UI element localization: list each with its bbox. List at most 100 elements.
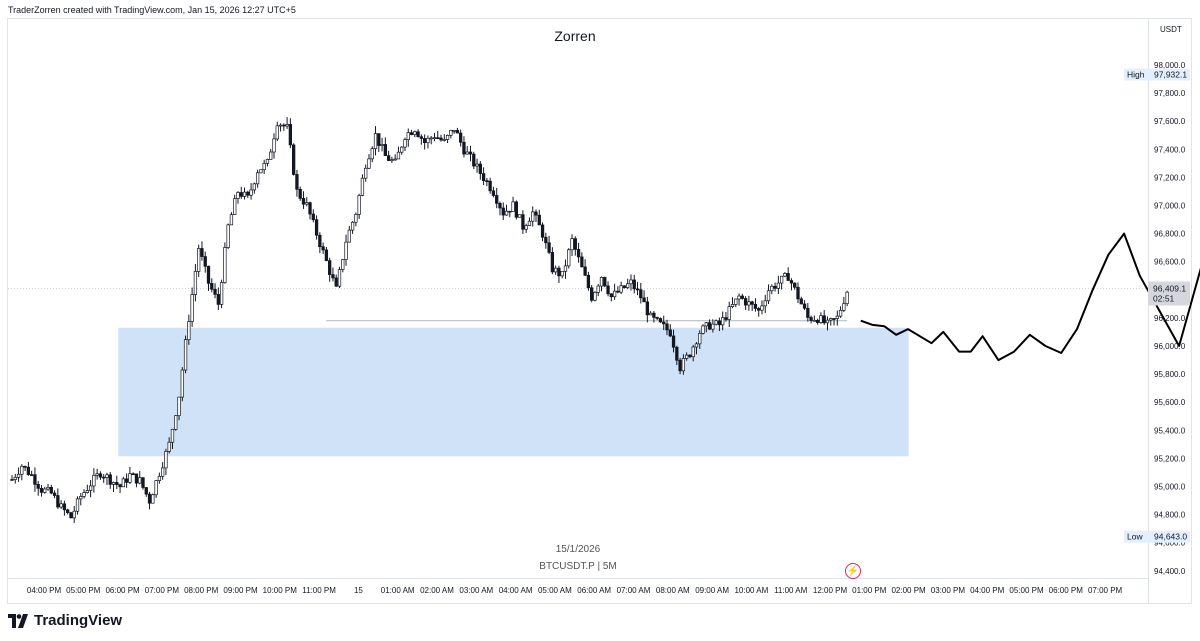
candle-body: [328, 260, 332, 275]
candle-body: [671, 335, 676, 348]
y-tick-label: 95,800.0: [1154, 370, 1186, 379]
candle-body: [521, 214, 525, 230]
candle-body: [210, 283, 214, 290]
y-tick-label: 98,000.0: [1154, 61, 1186, 70]
x-tick-label: 07:00 PM: [145, 586, 180, 595]
candle-body: [475, 163, 479, 167]
candle-body: [262, 162, 266, 171]
candle-body: [98, 473, 103, 478]
candle-body: [730, 304, 735, 307]
x-tick-label: 09:00 PM: [223, 586, 258, 595]
candle-body: [69, 512, 73, 519]
candle-body: [750, 301, 754, 305]
candle-body: [403, 139, 407, 148]
candle-body: [301, 197, 306, 205]
candle-body: [187, 321, 191, 341]
price-tag-countdown: 02:51: [1153, 294, 1175, 304]
candle-body: [236, 192, 240, 199]
candle-body: [111, 482, 116, 485]
candle-body: [576, 249, 581, 258]
candle-body: [609, 293, 613, 298]
candle-body: [442, 139, 446, 141]
candle-body: [717, 320, 722, 326]
candle-body: [233, 198, 237, 215]
candle-body: [639, 289, 643, 299]
candle-body: [75, 498, 80, 512]
candle-body: [468, 151, 473, 155]
candles-group: [10, 117, 849, 523]
candle-body: [354, 214, 358, 223]
candle-body: [124, 478, 129, 483]
candle-body: [255, 172, 260, 185]
x-tick-label: 06:00 AM: [577, 586, 611, 595]
candle-body: [223, 247, 227, 283]
candle-body: [285, 124, 289, 127]
candle-body: [249, 189, 253, 196]
candle-body: [652, 312, 656, 318]
candle-body: [832, 318, 836, 320]
lightning-icon[interactable]: ⚡: [845, 563, 861, 579]
candle-body: [16, 473, 21, 478]
x-tick-label: 05:00 PM: [66, 586, 101, 595]
candle-body: [121, 478, 126, 488]
y-tick-label: 95,200.0: [1154, 454, 1186, 463]
candle-body: [776, 282, 780, 289]
candle-body: [305, 202, 309, 205]
y-tick-label: 97,800.0: [1154, 89, 1186, 98]
candle-body: [825, 319, 830, 324]
candle-body: [740, 295, 744, 299]
x-tick-label: 01:00 AM: [381, 586, 415, 595]
candle-body: [842, 303, 846, 311]
candle-body: [308, 202, 312, 215]
candle-body: [282, 124, 286, 127]
candle-body: [753, 303, 758, 309]
candle-body: [619, 285, 623, 293]
candle-body: [164, 451, 168, 469]
candle-body: [229, 214, 234, 226]
candle-body: [684, 354, 689, 359]
x-tick-label: 02:00 AM: [420, 586, 454, 595]
candle-body: [773, 285, 777, 289]
x-tick-label: 11:00 PM: [302, 586, 336, 595]
candle-body: [757, 308, 761, 311]
candle-body: [295, 174, 299, 190]
candle-body: [292, 144, 296, 175]
footer-brand[interactable]: TradingView: [8, 612, 122, 629]
candle-body: [426, 137, 430, 144]
candle-body: [82, 492, 86, 497]
candle-body: [796, 286, 800, 300]
high-label: High: [1127, 70, 1145, 80]
candle-body: [648, 312, 653, 316]
candle-body: [540, 224, 545, 238]
x-tick-label: 06:00 PM: [1049, 586, 1084, 595]
candle-body: [239, 192, 243, 197]
candle-body: [154, 480, 158, 496]
candle-body: [822, 315, 826, 324]
demand-zone: [118, 327, 909, 457]
candle-body: [603, 276, 607, 287]
candle-body: [508, 210, 512, 213]
candle-body: [432, 137, 437, 140]
candle-body: [688, 354, 692, 358]
candle-body: [560, 270, 564, 277]
price-tag-value: 96,409.1: [1153, 284, 1186, 294]
candle-body: [704, 322, 708, 327]
candle-body: [141, 477, 145, 488]
candle-body: [88, 485, 93, 491]
candle-body: [252, 183, 257, 191]
candle-body: [49, 486, 53, 494]
candle-body: [331, 274, 335, 279]
candle-body: [203, 256, 207, 267]
candle-body: [213, 288, 217, 295]
candle-body: [364, 167, 368, 179]
candle-body: [377, 133, 381, 146]
candle-body: [370, 148, 374, 160]
candle-body: [557, 267, 561, 277]
candle-body: [596, 285, 600, 293]
candle-body: [183, 339, 188, 371]
candle-body: [580, 256, 584, 268]
candle-body: [269, 151, 273, 160]
candle-body: [413, 131, 417, 135]
candle-body: [743, 298, 748, 306]
